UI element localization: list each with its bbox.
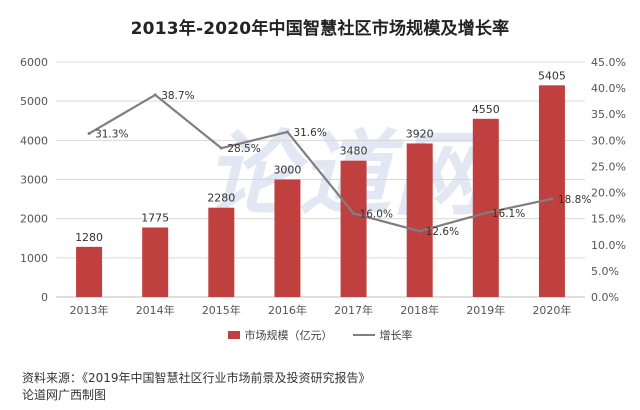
y-left-tick-label: 1000	[20, 252, 48, 265]
legend-bar-swatch	[227, 331, 240, 339]
x-tick-label: 2016年	[268, 303, 307, 317]
bar	[406, 143, 433, 297]
bar	[208, 207, 235, 297]
x-tick-label: 2015年	[202, 303, 241, 317]
growth-value-label: 28.5%	[227, 143, 260, 155]
bar	[472, 118, 499, 298]
legend-item-bar: 市场规模（亿元）	[227, 327, 333, 343]
growth-point	[87, 132, 91, 136]
bar	[274, 179, 301, 297]
bar-value-label: 3920	[406, 127, 434, 140]
y-right-tick-label: 40.0%	[591, 82, 626, 95]
y-right-tick-label: 25.0%	[591, 160, 626, 173]
source-line-2: 论道网广西制图	[22, 388, 107, 402]
growth-point	[418, 229, 422, 233]
x-tick-label: 2014年	[136, 303, 175, 317]
growth-value-label: 18.8%	[558, 194, 591, 206]
y-left-tick-label: 2000	[20, 213, 48, 226]
growth-point	[484, 211, 488, 215]
bar-value-label: 4550	[472, 103, 500, 116]
source-line-1: 资料来源：《2019年中国智慧社区行业市场前景及投资研究报告》	[22, 371, 371, 385]
x-tick-label: 2013年	[70, 303, 109, 317]
growth-value-label: 12.6%	[426, 226, 459, 238]
growth-value-label: 31.3%	[95, 129, 128, 141]
x-tick-label: 2020年	[532, 303, 571, 317]
growth-point	[352, 211, 356, 215]
y-left-tick-label: 5000	[20, 95, 48, 108]
y-right-tick-label: 5.0%	[591, 265, 619, 278]
growth-value-label: 16.1%	[492, 208, 525, 220]
growth-point	[219, 146, 223, 150]
y-left-tick-label: 6000	[20, 56, 48, 69]
bar-value-label: 5405	[538, 69, 566, 82]
legend-bar-label: 市场规模（亿元）	[244, 329, 333, 342]
y-right-tick-label: 15.0%	[591, 213, 626, 226]
growth-value-label: 31.6%	[293, 127, 326, 139]
legend-item-line: 增长率	[352, 327, 413, 343]
legend-line-swatch	[352, 334, 375, 336]
growth-point	[550, 197, 554, 201]
bar	[340, 160, 367, 297]
source-note: 资料来源：《2019年中国智慧社区行业市场前景及投资研究报告》 论道网广西制图	[22, 370, 371, 404]
bar-value-label: 3000	[273, 164, 301, 177]
y-left-tick-label: 4000	[20, 134, 48, 147]
y-left-tick-label: 3000	[20, 174, 48, 187]
bar-value-label: 1280	[75, 231, 103, 244]
y-right-tick-label: 20.0%	[591, 187, 626, 200]
bar	[538, 85, 565, 297]
growth-line	[88, 93, 553, 233]
legend: 市场规模（亿元） 增长率	[0, 327, 640, 343]
y-right-tick-label: 30.0%	[591, 134, 626, 147]
bar-value-label: 3480	[340, 145, 368, 158]
bar	[76, 246, 103, 297]
bar-value-label: 1775	[141, 211, 169, 224]
x-tick-label: 2019年	[466, 303, 505, 317]
y-left-tick-label: 0	[41, 291, 48, 304]
bar	[142, 227, 169, 297]
growth-point	[153, 93, 157, 97]
y-right-tick-label: 0.0%	[591, 291, 619, 304]
legend-line-label: 增长率	[379, 329, 413, 342]
growth-value-label: 38.7%	[161, 90, 194, 102]
y-right-tick-label: 10.0%	[591, 239, 626, 252]
growth-value-label: 16.0%	[360, 208, 393, 220]
chart-title: 2013年-2020年中国智慧社区市场规模及增长率	[130, 19, 510, 39]
y-right-tick-label: 45.0%	[591, 56, 626, 69]
x-tick-label: 2017年	[334, 303, 373, 317]
y-right-tick-label: 35.0%	[591, 108, 626, 121]
growth-point	[285, 130, 289, 134]
x-tick-label: 2018年	[400, 303, 439, 317]
bar-value-label: 2280	[207, 192, 235, 205]
